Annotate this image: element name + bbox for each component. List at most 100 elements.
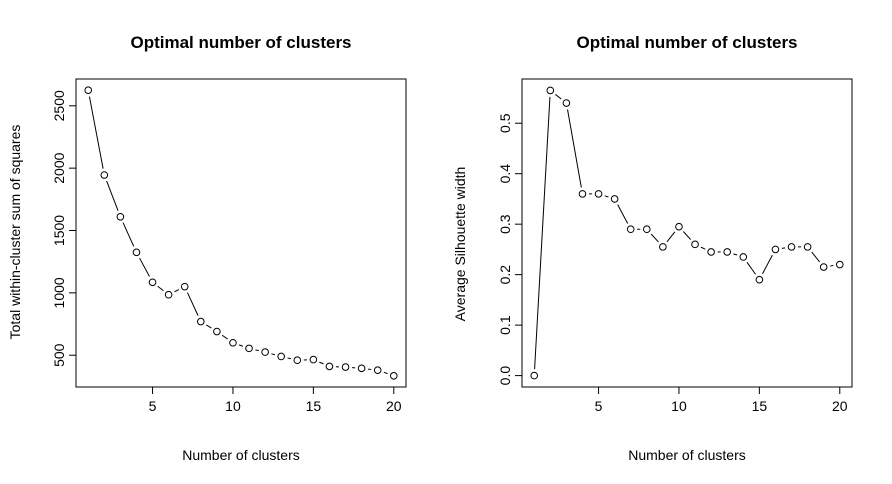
silhouette-data-point <box>675 222 683 231</box>
silhouette-x-axis: 5 10 15 20 <box>595 386 848 414</box>
wss-x-axis: 5 10 15 20 <box>149 386 402 414</box>
wss-data-point <box>196 317 205 326</box>
wss-y-tick-label: 1500 <box>51 215 67 246</box>
silhouette-data-point <box>771 245 780 254</box>
silhouette-line-segment <box>781 247 786 249</box>
wss-line-segment <box>255 349 259 352</box>
silhouette-points <box>530 86 844 380</box>
silhouette-y-tick-label: 0.5 <box>497 113 513 133</box>
wss-data-point <box>116 212 125 221</box>
silhouette-y-tick-label: 0.3 <box>497 214 513 234</box>
wss-line-segment <box>174 289 180 293</box>
wss-line-segment <box>238 344 244 347</box>
silhouette-y-tick-label: 0.0 <box>497 366 513 386</box>
wss-panel: Optimal number of clusters Number of clu… <box>7 33 407 463</box>
wss-data-point <box>180 282 189 291</box>
wss-data-point <box>84 86 93 94</box>
silhouette-line-segment <box>604 195 609 198</box>
wss-data-point <box>229 338 237 347</box>
silhouette-x-tick-label: 10 <box>671 398 687 414</box>
silhouette-data-point <box>626 225 635 234</box>
wss-line-segment <box>186 292 199 316</box>
silhouette-line-segment <box>650 233 659 243</box>
wss-line-segment <box>287 357 292 360</box>
silhouette-data-point <box>723 248 732 256</box>
wss-data-point <box>389 372 398 380</box>
wss-line-segment <box>383 371 388 375</box>
wss-data-point <box>164 290 173 299</box>
silhouette-line-segment <box>811 251 821 263</box>
silhouette-chart-title: Optimal number of clusters <box>576 33 797 52</box>
silhouette-data-point <box>659 243 667 251</box>
silhouette-data-point <box>546 86 555 95</box>
silhouette-data-point <box>530 371 539 380</box>
wss-x-tick-label: 20 <box>386 398 402 414</box>
wss-data-point <box>213 327 221 336</box>
silhouette-x-axis-label: Number of clusters <box>628 447 745 463</box>
wss-data-point <box>245 344 253 353</box>
silhouette-line-segment <box>617 204 629 224</box>
silhouette-data-point <box>562 99 571 107</box>
wss-y-tick-label: 1000 <box>51 277 67 308</box>
silhouette-data-point <box>642 225 651 234</box>
silhouette-line-segment <box>666 231 676 243</box>
wss-x-axis-label: Number of clusters <box>182 447 299 463</box>
wss-data-point <box>357 364 366 373</box>
silhouette-line-segment <box>567 109 582 188</box>
wss-line-segment <box>106 180 119 211</box>
silhouette-line <box>534 94 834 370</box>
silhouette-y-tick-label: 0.2 <box>497 265 513 285</box>
silhouette-data-point <box>835 260 844 269</box>
silhouette-data-point <box>787 243 796 251</box>
wss-data-point <box>132 248 141 257</box>
wss-data-point <box>325 362 334 371</box>
silhouette-x-tick-label: 20 <box>832 398 848 414</box>
silhouette-panel: Optimal number of clusters Number of clu… <box>452 33 853 463</box>
wss-y-axis-label: Total within-cluster sum of squares <box>7 125 23 340</box>
silhouette-data-point <box>610 195 619 203</box>
wss-data-point <box>261 348 269 356</box>
wss-line-segment <box>221 334 228 340</box>
silhouette-line-segment <box>733 253 738 256</box>
wss-x-tick-label: 5 <box>149 398 157 414</box>
silhouette-data-point <box>755 275 764 284</box>
silhouette-data-point <box>691 240 699 249</box>
silhouette-y-tick-label: 0.4 <box>497 164 513 184</box>
silhouette-data-point <box>803 243 812 251</box>
silhouette-line-segment <box>700 246 706 250</box>
silhouette-data-point <box>578 190 587 198</box>
wss-data-point <box>148 278 157 287</box>
wss-y-tick-label: 2500 <box>51 90 67 121</box>
silhouette-data-point <box>594 190 603 198</box>
wss-line-segment <box>157 285 164 292</box>
silhouette-line-segment <box>746 261 757 275</box>
wss-points <box>84 86 398 380</box>
silhouette-x-tick-label: 5 <box>595 398 603 414</box>
wss-data-point <box>293 356 302 365</box>
silhouette-data-point <box>819 263 828 271</box>
wss-line-segment <box>319 361 324 365</box>
wss-line-segment <box>271 353 276 356</box>
wss-line-segment <box>139 257 150 277</box>
wss-plot-frame <box>75 78 407 388</box>
wss-line <box>88 96 388 375</box>
wss-data-point <box>341 363 350 371</box>
wss-data-point <box>277 352 286 361</box>
silhouette-x-tick-label: 15 <box>752 398 768 414</box>
silhouette-line-segment <box>682 231 692 240</box>
wss-y-axis: 500 1000 1500 2000 2500 <box>51 90 77 367</box>
wss-line-segment <box>206 324 212 329</box>
silhouette-line-segment <box>830 265 834 267</box>
wss-x-tick-label: 10 <box>225 398 241 414</box>
wss-data-point <box>309 355 318 364</box>
silhouette-y-axis-label: Average Silhouette width <box>452 167 468 322</box>
silhouette-y-tick-label: 0.1 <box>497 315 513 335</box>
wss-line-segment <box>122 222 135 247</box>
silhouette-data-point <box>707 248 715 256</box>
silhouette-y-axis: 0.0 0.1 0.2 0.3 0.4 0.5 <box>497 113 523 386</box>
silhouette-line-segment <box>761 254 773 275</box>
wss-y-tick-label: 500 <box>51 343 67 367</box>
silhouette-plot-frame <box>521 78 853 388</box>
silhouette-data-point <box>739 253 748 261</box>
